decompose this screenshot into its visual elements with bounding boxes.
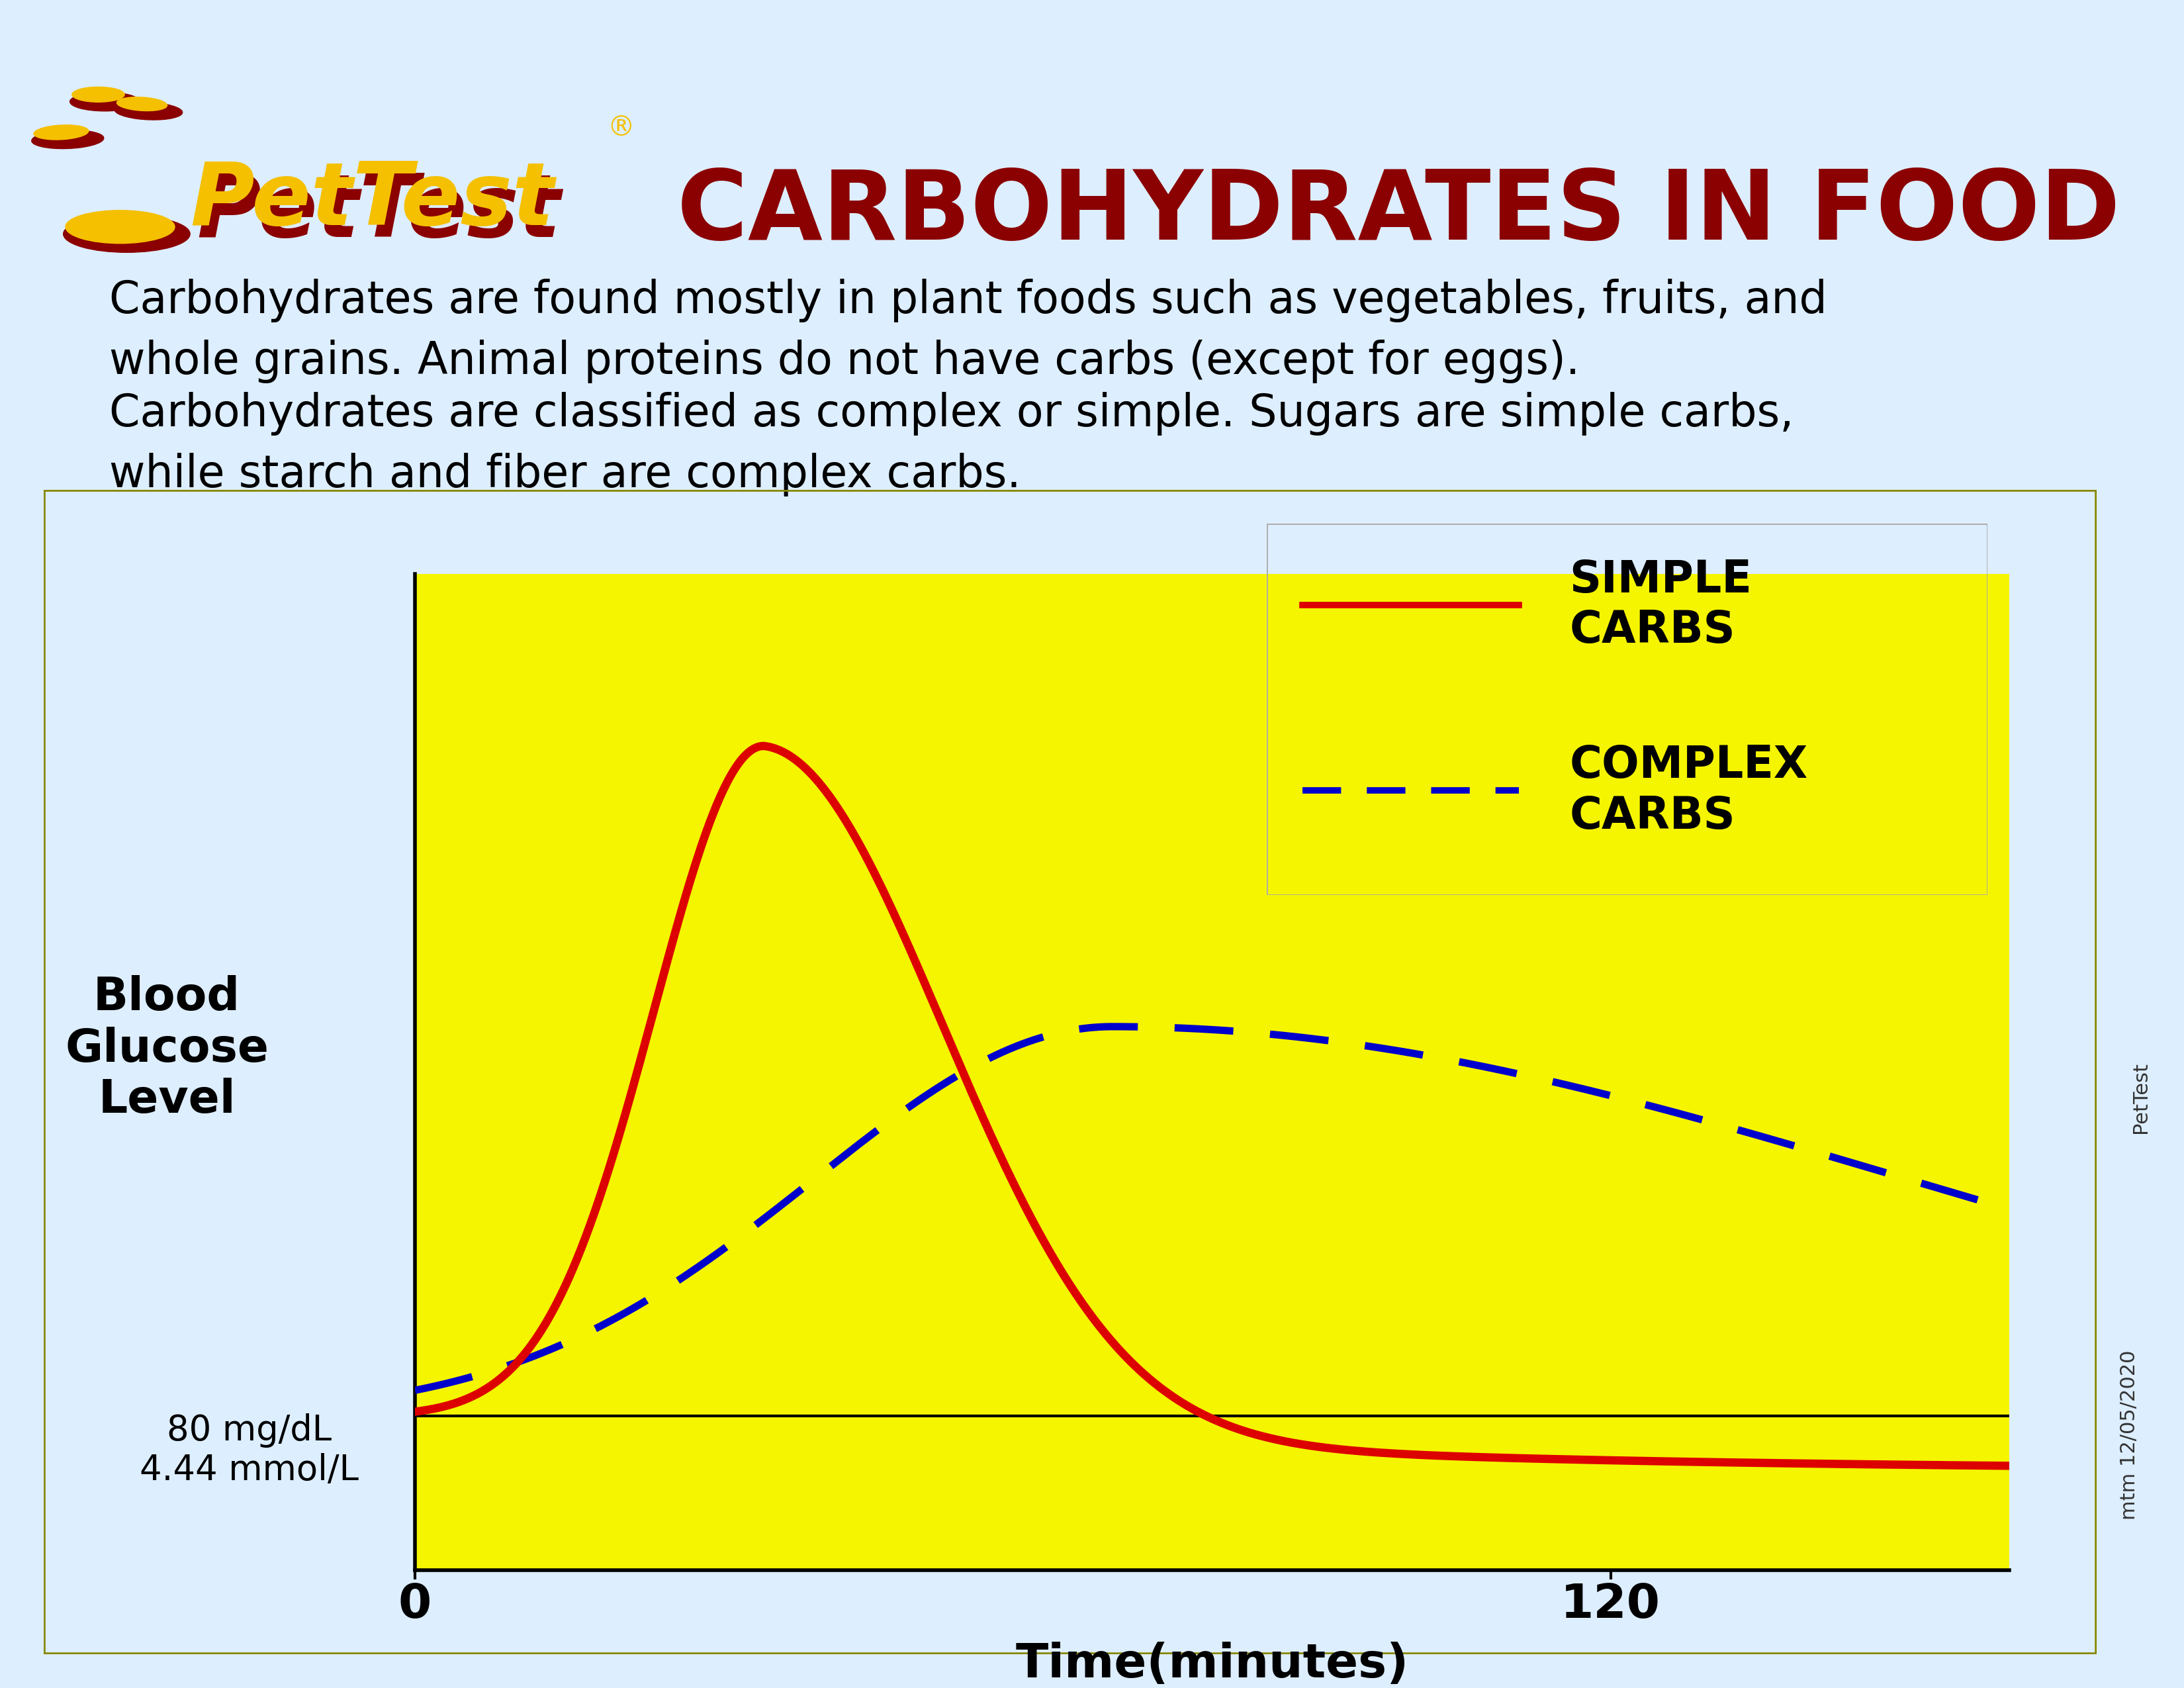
Ellipse shape [66, 211, 175, 243]
Text: PetTest: PetTest [2132, 1062, 2149, 1133]
Text: mtm 12/05/2020: mtm 12/05/2020 [2121, 1350, 2138, 1519]
Ellipse shape [33, 125, 90, 140]
Text: 80 mg/dL
4.44 mmol/L: 80 mg/dL 4.44 mmol/L [140, 1413, 358, 1487]
Text: Carbohydrates are classified as complex or simple. Sugars are simple carbs,
whil: Carbohydrates are classified as complex … [109, 392, 1793, 496]
X-axis label: Time(minutes): Time(minutes) [1016, 1642, 1409, 1688]
Text: Carbohydrates are found mostly in plant foods such as vegetables, fruits, and
wh: Carbohydrates are found mostly in plant … [109, 279, 1828, 383]
Text: PetTest: PetTest [197, 170, 561, 255]
Text: SIMPLE
CARBS: SIMPLE CARBS [1570, 557, 1752, 652]
Text: ®: ® [607, 113, 636, 142]
Ellipse shape [72, 88, 124, 101]
Ellipse shape [116, 98, 168, 111]
Text: PetTest: PetTest [190, 159, 555, 243]
Ellipse shape [114, 103, 183, 120]
Ellipse shape [63, 216, 190, 253]
Text: COMPLEX
CARBS: COMPLEX CARBS [1570, 743, 1808, 837]
Text: CARBOHYDRATES IN FOOD: CARBOHYDRATES IN FOOD [677, 165, 2121, 260]
Ellipse shape [70, 93, 140, 111]
Ellipse shape [31, 130, 105, 149]
Text: Blood
Glucose
Level: Blood Glucose Level [66, 976, 269, 1123]
